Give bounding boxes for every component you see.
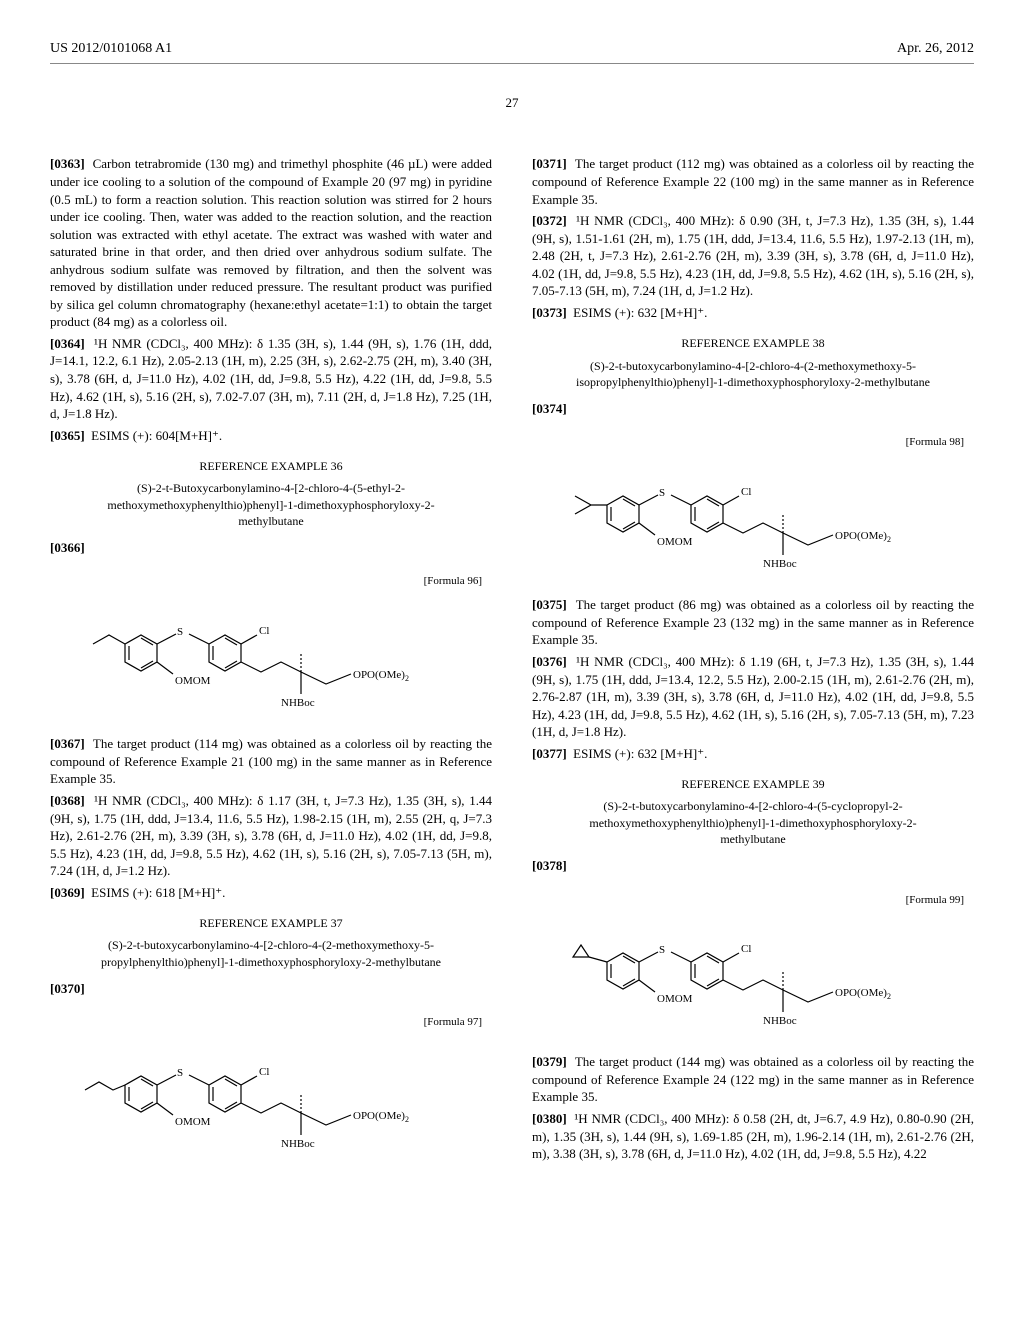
para-0368: [0368] ¹H NMR (CDCl₃, 400 MHz): δ 1.17 (… [50,792,492,880]
para-num: [0364] [50,336,85,351]
para-0367: [0367] The target product (114 mg) was o… [50,735,492,788]
para-0371: [0371] The target product (112 mg) was o… [532,155,974,208]
para-text: ESIMS (+): 618 [M+H]⁺. [91,885,225,900]
label-opo: OPO(OMe)2 [835,530,891,544]
para-0375: [0375] The target product (86 mg) was ob… [532,596,974,649]
chemical-structure-97: S Cl OMOM OPO(OMe)2 NHBoc [81,1040,461,1160]
para-num: [0375] [532,597,567,612]
para-0370: [0370] [50,980,492,998]
page-header: US 2012/0101068 A1 Apr. 26, 2012 [50,40,974,64]
para-0377: [0377] ESIMS (+): 632 [M+H]⁺. [532,745,974,763]
para-0379: [0379] The target product (144 mg) was o… [532,1053,974,1106]
label-opo: OPO(OMe)2 [835,987,891,1001]
two-column-layout: [0363] Carbon tetrabromide (130 mg) and … [50,151,974,1176]
para-text: ¹H NMR (CDCl₃, 400 MHz): δ 1.35 (3H, s),… [50,336,492,421]
para-num: [0379] [532,1054,567,1069]
label-nhboc: NHBoc [763,558,797,570]
para-0372: [0372] ¹H NMR (CDCl₃, 400 MHz): δ 0.90 (… [532,212,974,300]
para-text: ¹H NMR (CDCl₃, 400 MHz): δ 1.17 (3H, t, … [50,793,492,878]
label-s: S [659,944,665,956]
para-text: The target product (112 mg) was obtained… [532,156,974,206]
para-num: [0380] [532,1111,567,1126]
para-0369: [0369] ESIMS (+): 618 [M+H]⁺. [50,884,492,902]
label-nhboc: NHBoc [281,697,315,709]
label-omom: OMOM [657,993,693,1005]
right-column: [0371] The target product (112 mg) was o… [532,151,974,1176]
label-omom: OMOM [657,536,693,548]
ref-example-39-title: REFERENCE EXAMPLE 39 [532,776,974,792]
chemical-structure-99: S Cl OMOM OPO(OMe)2 NHBoc [563,917,943,1037]
para-num: [0366] [50,540,85,555]
para-text: The target product (86 mg) was obtained … [532,597,974,647]
para-0376: [0376] ¹H NMR (CDCl₃, 400 MHz): δ 1.19 (… [532,653,974,741]
label-cl: Cl [741,943,751,955]
formula-98-label: [Formula 98] [532,435,964,450]
para-num: [0367] [50,736,85,751]
para-num: [0365] [50,428,85,443]
page-number: 27 [50,94,974,112]
label-omom: OMOM [175,1116,211,1128]
para-0378: [0378] [532,857,974,875]
para-text: ¹H NMR (CDCl₃, 400 MHz): δ 1.19 (6H, t, … [532,654,974,739]
para-text: The target product (114 mg) was obtained… [50,736,492,786]
para-text: ¹H NMR (CDCl₃, 400 MHz): δ 0.58 (2H, dt,… [532,1111,974,1161]
label-nhboc: NHBoc [281,1138,315,1150]
label-omom: OMOM [175,675,211,687]
para-num: [0377] [532,746,567,761]
para-0363: [0363] Carbon tetrabromide (130 mg) and … [50,155,492,330]
publication-date: Apr. 26, 2012 [897,40,974,59]
label-s: S [659,487,665,499]
para-num: [0369] [50,885,85,900]
formula-99-label: [Formula 99] [532,893,964,908]
label-cl: Cl [259,625,269,637]
para-text: The target product (144 mg) was obtained… [532,1054,974,1104]
chemical-structure-98: S Cl OMOM OPO(OMe)2 NHBoc [563,460,943,580]
para-text: ESIMS (+): 632 [M+H]⁺. [573,305,707,320]
left-column: [0363] Carbon tetrabromide (130 mg) and … [50,151,492,1176]
ref-example-36-name: (S)-2-t-Butoxycarbonylamino-4-[2-chloro-… [80,480,462,529]
para-num: [0374] [532,401,567,416]
para-text: ¹H NMR (CDCl₃, 400 MHz): δ 0.90 (3H, t, … [532,213,974,298]
formula-96-label: [Formula 96] [50,574,482,589]
para-text: ESIMS (+): 604[M+H]⁺. [91,428,222,443]
para-num: [0370] [50,981,85,996]
para-0364: [0364] ¹H NMR (CDCl₃, 400 MHz): δ 1.35 (… [50,335,492,423]
publication-number: US 2012/0101068 A1 [50,40,172,59]
para-num: [0373] [532,305,567,320]
label-s: S [177,1067,183,1079]
ref-example-38-title: REFERENCE EXAMPLE 38 [532,335,974,351]
para-num: [0376] [532,654,567,669]
para-0374: [0374] [532,400,974,418]
para-num: [0378] [532,858,567,873]
para-0373: [0373] ESIMS (+): 632 [M+H]⁺. [532,304,974,322]
label-s: S [177,626,183,638]
para-num: [0371] [532,156,567,171]
para-0365: [0365] ESIMS (+): 604[M+H]⁺. [50,427,492,445]
para-0366: [0366] [50,539,492,557]
ref-example-38-name: (S)-2-t-butoxycarbonylamino-4-[2-chloro-… [562,358,944,390]
chemical-structure-96: S Cl OMOM OPO(OMe)2 NHBoc [81,599,461,719]
label-opo: OPO(OMe)2 [353,669,409,683]
para-text: ESIMS (+): 632 [M+H]⁺. [573,746,707,761]
para-num: [0363] [50,156,85,171]
label-nhboc: NHBoc [763,1015,797,1027]
formula-97-label: [Formula 97] [50,1015,482,1030]
para-0380: [0380] ¹H NMR (CDCl₃, 400 MHz): δ 0.58 (… [532,1110,974,1163]
para-num: [0372] [532,213,567,228]
ref-example-37-name: (S)-2-t-butoxycarbonylamino-4-[2-chloro-… [80,937,462,969]
label-cl: Cl [741,486,751,498]
ref-example-37-title: REFERENCE EXAMPLE 37 [50,915,492,931]
para-num: [0368] [50,793,85,808]
label-cl: Cl [259,1066,269,1078]
label-opo: OPO(OMe)2 [353,1110,409,1124]
ref-example-39-name: (S)-2-t-butoxycarbonylamino-4-[2-chloro-… [562,798,944,847]
para-text: Carbon tetrabromide (130 mg) and trimeth… [50,156,492,329]
ref-example-36-title: REFERENCE EXAMPLE 36 [50,458,492,474]
